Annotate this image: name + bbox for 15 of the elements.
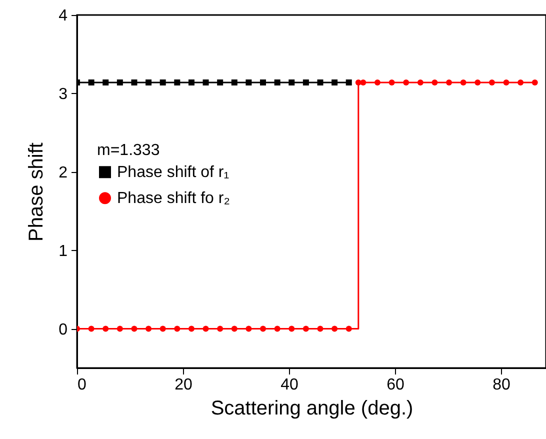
x-tick-label: 60 xyxy=(386,376,404,394)
y-axis-title: Phase shift xyxy=(26,142,48,242)
x-tick-label: 80 xyxy=(492,376,510,394)
y-tick-label: 2 xyxy=(58,164,68,182)
legend-label: Phase shift fo r₂ xyxy=(117,190,230,208)
y-tick-label: 4 xyxy=(58,8,68,24)
x-tick-label: 20 xyxy=(174,376,192,394)
x-tick-label: 40 xyxy=(280,376,298,394)
y-tick-label: 3 xyxy=(58,86,68,103)
y-tick-label: 0 xyxy=(58,321,68,338)
x-tick-label: 0 xyxy=(78,376,86,394)
x-axis-title: Scattering angle (deg.) xyxy=(210,398,414,420)
legend-label: Phase shift of r₁ xyxy=(117,164,230,182)
y-tick-label: 1 xyxy=(58,242,68,260)
legend-title: m=1.333 xyxy=(97,142,160,160)
